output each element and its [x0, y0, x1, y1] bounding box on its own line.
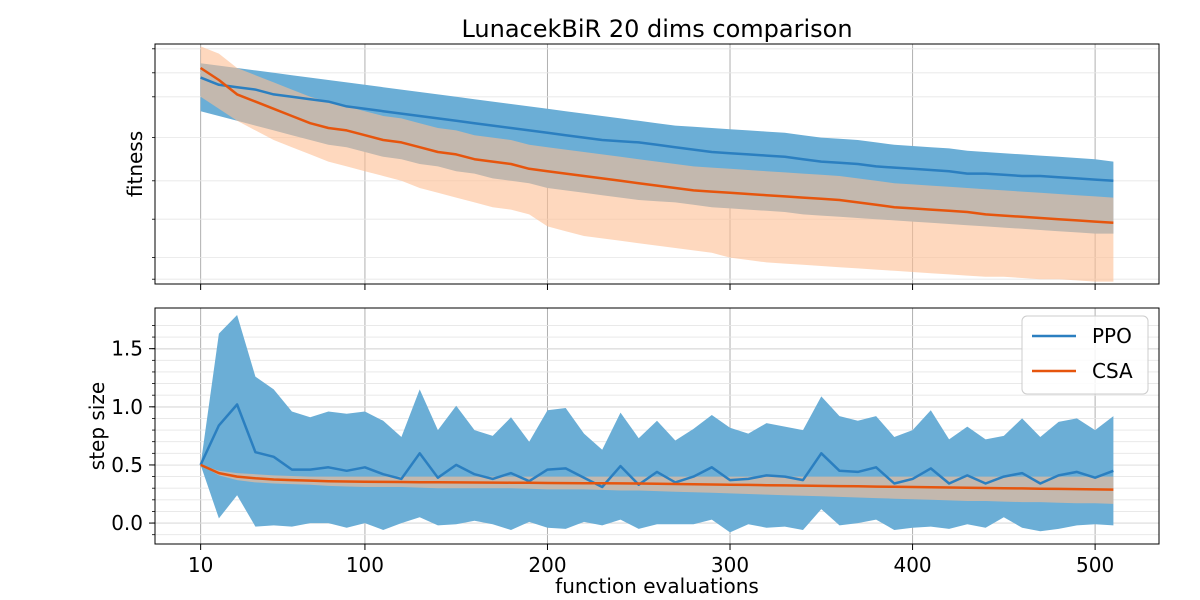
x-tick-label: 300	[711, 553, 749, 577]
legend-label-csa: CSA	[1092, 359, 1133, 383]
legend: PPO CSA	[1021, 315, 1149, 395]
chart-title: LunacekBiR 20 dims comparison	[461, 15, 852, 43]
fitness-bands	[200, 46, 1114, 282]
y-tick-label: 1.5	[111, 337, 143, 361]
y-tick-label: 0.5	[111, 453, 143, 477]
legend-label-ppo: PPO	[1092, 324, 1132, 348]
band-csa	[200, 46, 1114, 282]
fitness-ylabel: fitness	[123, 131, 147, 197]
step-size-lines	[199, 403, 1114, 491]
step-size-ticks: 10 100 200 300 400 500 0.0 0.5 1.0 1.5	[111, 325, 1114, 577]
line-csa	[200, 463, 1114, 491]
xlabel: function evaluations	[555, 574, 759, 598]
fitness-ticks	[152, 48, 1096, 290]
fitness-lines	[199, 66, 1114, 225]
step-size-ylabel: step size	[85, 382, 109, 470]
line-csa	[199, 66, 1114, 225]
line-ppo	[199, 403, 1114, 489]
y-tick-label: 0.0	[111, 511, 143, 535]
x-tick-label: 200	[528, 553, 566, 577]
x-tick-label: 10	[188, 553, 213, 577]
line-ppo	[200, 76, 1114, 183]
step-size-bands	[200, 315, 1114, 533]
fitness-panel: LunacekBiR 20 dims comparison fitness	[123, 15, 1160, 290]
x-tick-label: 400	[893, 553, 931, 577]
y-tick-label: 1.0	[111, 395, 143, 419]
x-tick-label: 100	[346, 553, 384, 577]
step-size-axes-frame	[154, 307, 1160, 545]
x-tick-label: 500	[1076, 553, 1114, 577]
fitness-axes-frame	[154, 43, 1160, 285]
